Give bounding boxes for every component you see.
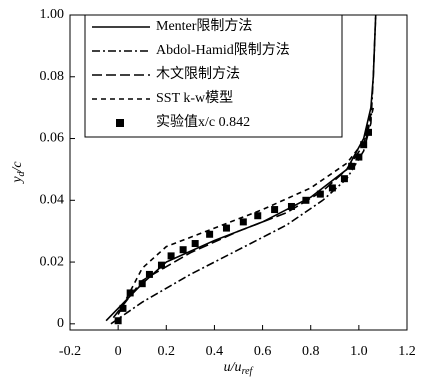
x-tick-label: 0 xyxy=(115,344,122,359)
series-line xyxy=(110,14,377,325)
data-point xyxy=(119,304,127,312)
y-tick-label: 0.08 xyxy=(40,69,65,84)
legend-label: SST k-w模型 xyxy=(156,90,233,106)
data-point xyxy=(167,252,175,260)
legend-box xyxy=(84,14,343,138)
data-point xyxy=(145,270,153,278)
legend-label: Abdol-Hamid限制方法 xyxy=(156,42,290,58)
data-point xyxy=(126,289,134,297)
y-tick-label: 1.00 xyxy=(40,7,65,22)
data-point xyxy=(239,218,247,226)
series-line xyxy=(117,107,375,315)
series-line xyxy=(112,113,372,319)
data-point xyxy=(114,317,122,325)
legend-label: 实验值x/c 0.842 xyxy=(156,114,250,130)
x-tick-label: 1.0 xyxy=(350,344,368,359)
y-tick-label: 0.02 xyxy=(40,254,65,269)
x-tick-label: 1.2 xyxy=(398,344,416,359)
data-point xyxy=(328,184,336,192)
y-label-tail: /c xyxy=(10,161,25,173)
legend-label: Menter限制方法 xyxy=(156,18,252,34)
x-label-sub: ref xyxy=(242,366,254,377)
data-point xyxy=(302,196,310,204)
series-layer xyxy=(105,14,377,325)
x-label-main: u/u xyxy=(224,360,242,375)
x-tick-label: 0.6 xyxy=(254,344,272,359)
x-axis-label: u/uref xyxy=(224,360,254,377)
x-tick-label: 0.2 xyxy=(158,344,176,359)
data-point xyxy=(157,261,165,269)
y-tick-label: 0.04 xyxy=(40,193,65,208)
data-point xyxy=(179,246,187,254)
y-label-main: y xyxy=(10,176,25,185)
x-tick-label: -0.2 xyxy=(59,344,81,359)
data-point xyxy=(271,206,279,214)
x-tick-label: 0.8 xyxy=(302,344,320,359)
data-point xyxy=(222,224,230,232)
x-tick-label: 0.4 xyxy=(206,344,224,359)
data-point xyxy=(191,240,199,248)
y-label-sub: d xyxy=(16,170,27,176)
y-axis-label: yd/c xyxy=(10,161,27,185)
legend-label: 木文限制方法 xyxy=(156,66,240,82)
data-point xyxy=(364,128,372,136)
data-point xyxy=(287,202,295,210)
data-point xyxy=(316,190,324,198)
data-point xyxy=(355,153,363,161)
data-point xyxy=(254,212,262,220)
data-point xyxy=(348,162,356,170)
legend-marker xyxy=(116,119,124,127)
y-tick-label: 0 xyxy=(57,316,64,331)
data-point xyxy=(340,175,348,183)
y-tick-label: 0.06 xyxy=(40,131,65,146)
data-point xyxy=(206,230,214,238)
data-point xyxy=(360,141,368,149)
data-point xyxy=(138,280,146,288)
